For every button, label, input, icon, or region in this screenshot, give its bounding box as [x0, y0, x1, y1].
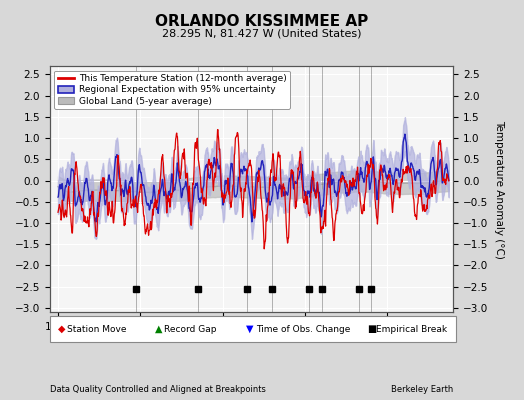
- Text: 28.295 N, 81.427 W (United States): 28.295 N, 81.427 W (United States): [162, 28, 362, 38]
- Text: Data Quality Controlled and Aligned at Breakpoints: Data Quality Controlled and Aligned at B…: [50, 385, 266, 394]
- Text: Empirical Break: Empirical Break: [376, 324, 447, 334]
- Text: Station Move: Station Move: [67, 324, 127, 334]
- Text: ▼: ▼: [246, 324, 254, 334]
- Text: Record Gap: Record Gap: [164, 324, 216, 334]
- Text: ◆: ◆: [58, 324, 65, 334]
- Text: Time of Obs. Change: Time of Obs. Change: [256, 324, 350, 334]
- Y-axis label: Temperature Anomaly (°C): Temperature Anomaly (°C): [494, 120, 504, 258]
- Text: ▲: ▲: [155, 324, 162, 334]
- Text: ORLANDO KISSIMMEE AP: ORLANDO KISSIMMEE AP: [156, 14, 368, 29]
- Text: Berkeley Earth: Berkeley Earth: [391, 385, 453, 394]
- Legend: This Temperature Station (12-month average), Regional Expectation with 95% uncer: This Temperature Station (12-month avera…: [54, 70, 290, 109]
- Text: ■: ■: [367, 324, 376, 334]
